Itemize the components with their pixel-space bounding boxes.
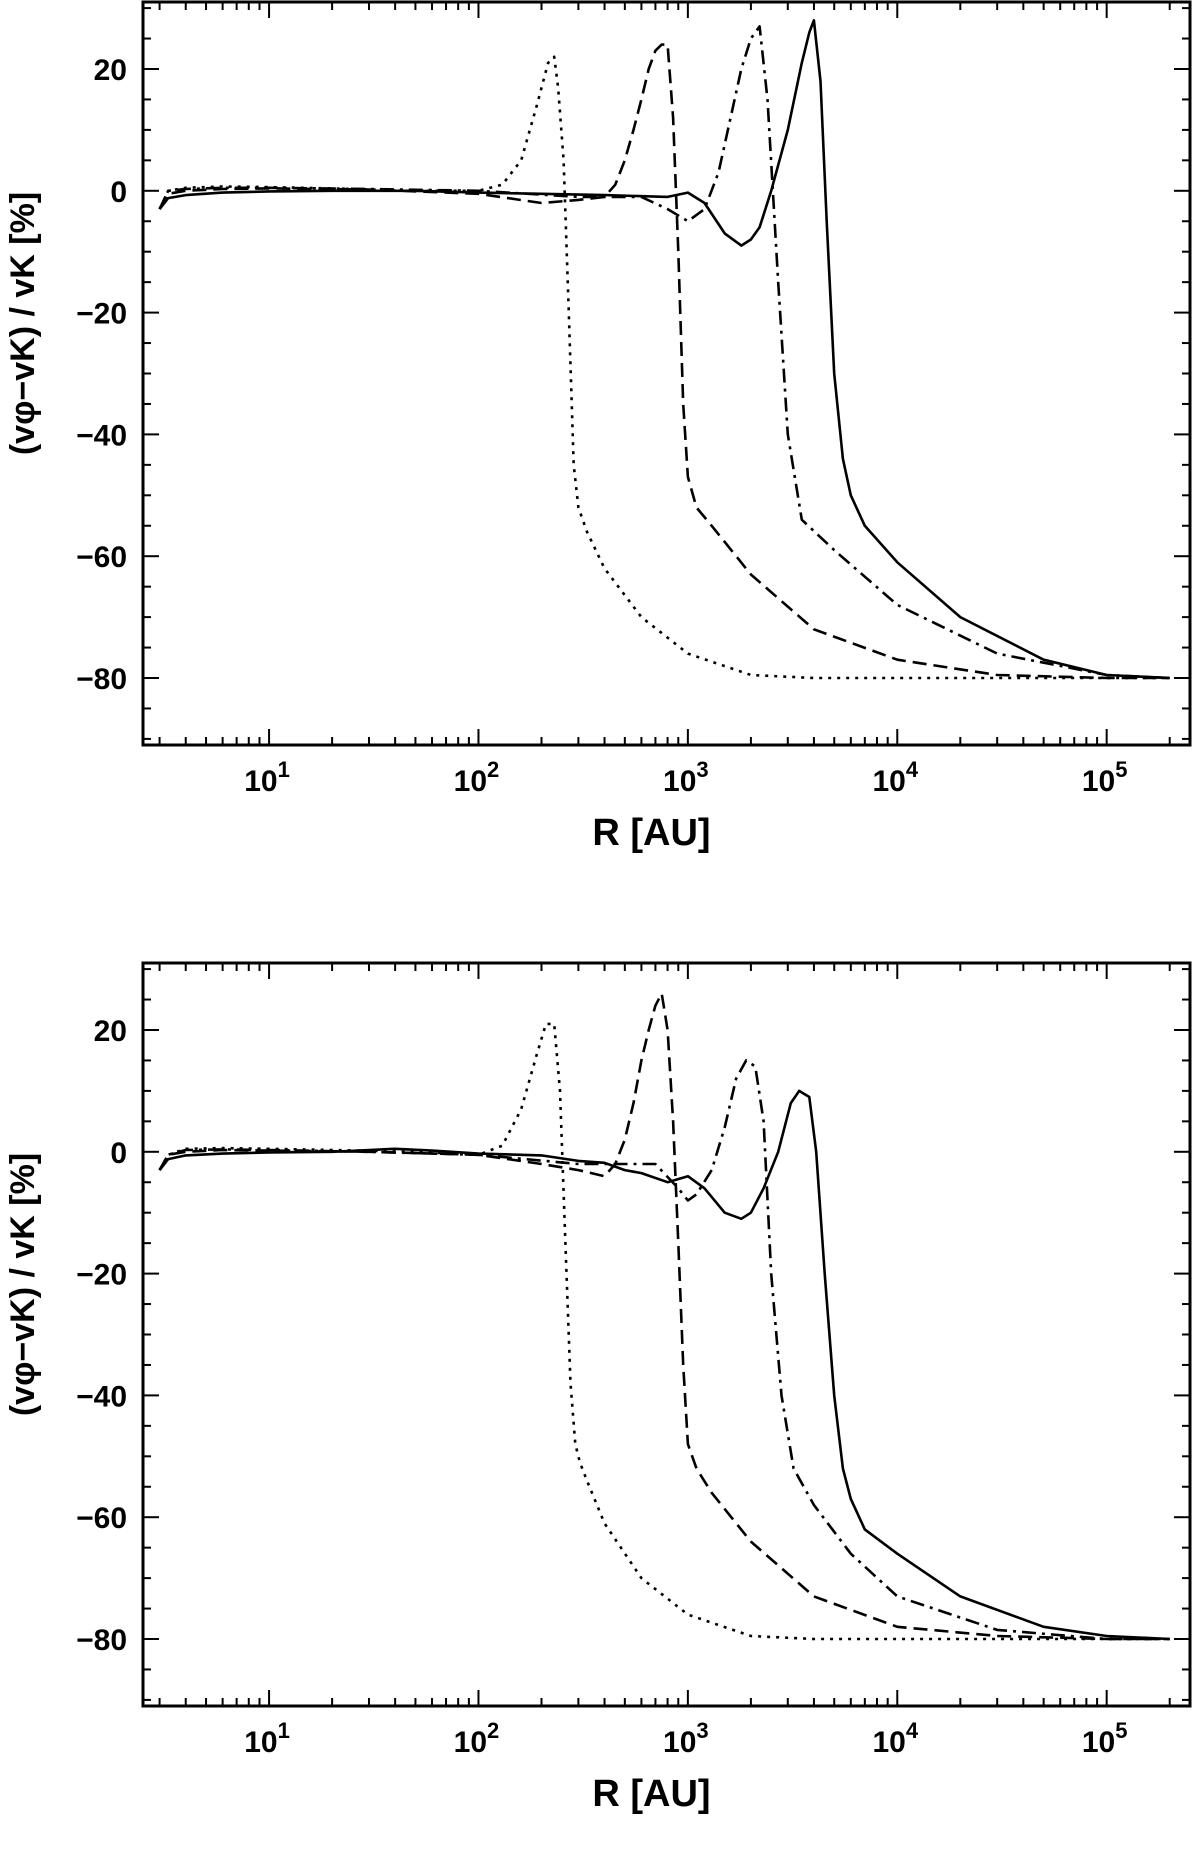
x-tick-label: 103 [663, 1718, 709, 1759]
series-dashed-line [158, 43, 1170, 680]
y-tick-label: −60 [76, 541, 127, 574]
y-tick-label: −60 [76, 1502, 127, 1535]
y-tick-label: 0 [110, 1137, 127, 1170]
x-tick-label: 101 [244, 757, 290, 798]
y-tick-label: −80 [76, 1624, 127, 1657]
series-solid-line [158, 1089, 1170, 1641]
series-dashdot-line [158, 25, 1170, 680]
x-tick-label: 105 [1082, 1718, 1128, 1759]
y-tick-label: 0 [110, 176, 127, 209]
y-tick-label: −80 [76, 663, 127, 696]
y-tick-label: 20 [94, 54, 127, 87]
x-tick-label: 103 [663, 757, 709, 798]
y-tick-label: −20 [76, 298, 127, 331]
x-axis-label: R [AU] [592, 812, 710, 854]
chart-top: 101 102 103 104 105 20 0 −20 −40 −60 −80 R [AU] (vφ−… [4, 0, 1192, 854]
y-axis-label: (vφ−vK) / vK [%] [4, 1153, 42, 1416]
series-solid-line [158, 18, 1170, 680]
y-tick-label: 20 [94, 1015, 127, 1048]
x-axis-label: R [AU] [592, 1773, 710, 1815]
y-axis-label: (vφ−vK) / vK [%] [4, 192, 42, 455]
figure: 101 102 103 104 105 20 0 −20 −40 −60 −80 R [AU] (vφ−… [4, 0, 1192, 1815]
x-tick-label: 105 [1082, 757, 1128, 798]
plot-frame [141, 961, 1192, 1708]
y-tick-label: −20 [76, 1259, 127, 1292]
series-dotted-line [158, 1022, 1170, 1641]
x-tick-label: 101 [244, 1718, 290, 1759]
y-tick-label: −40 [76, 1380, 127, 1413]
plot-frame [141, 0, 1192, 747]
x-tick-label: 102 [454, 757, 500, 798]
chart-bottom: 101 102 103 104 105 20 0 −20 −40 −60 −80 R [AU] (vφ−… [4, 961, 1192, 1815]
series-dashed-line [158, 992, 1170, 1641]
x-tick-label: 102 [454, 1718, 500, 1759]
series-dotted-line [158, 55, 1170, 680]
x-tick-label: 104 [872, 1718, 918, 1759]
y-tick-label: −40 [76, 419, 127, 452]
series-dashdot-line [158, 1059, 1170, 1641]
x-tick-label: 104 [872, 757, 918, 798]
